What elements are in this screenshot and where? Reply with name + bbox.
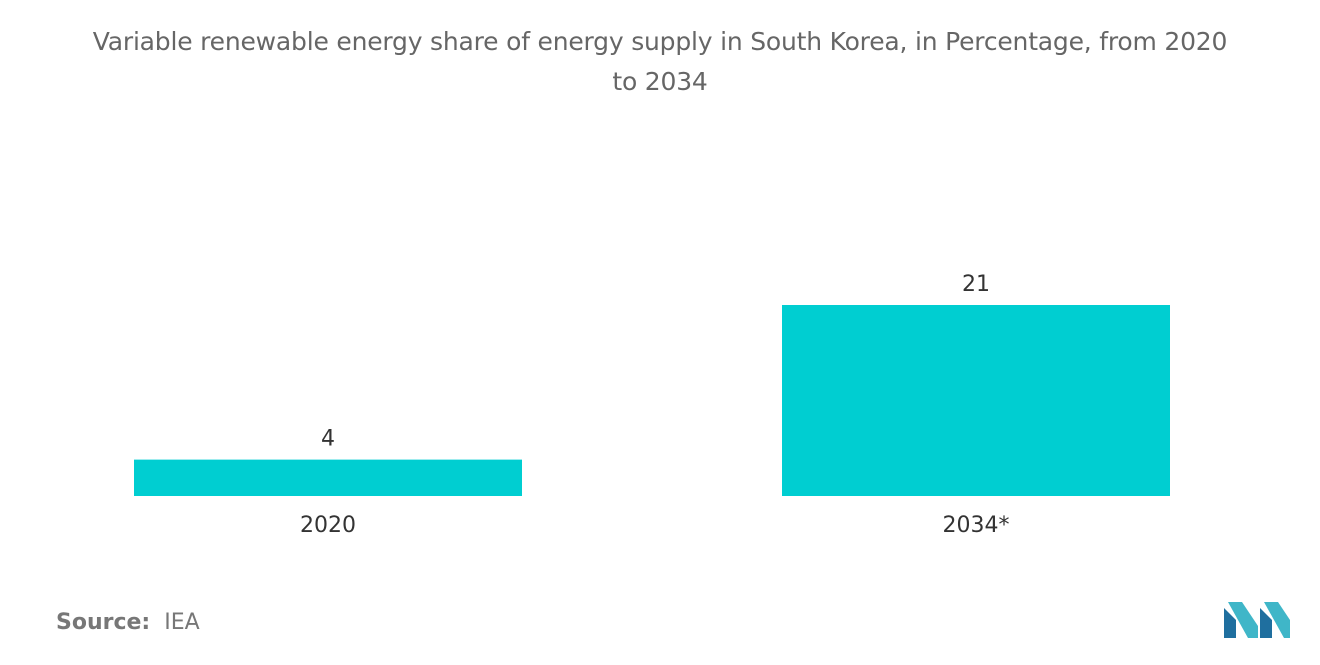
source-label: Source: (56, 610, 151, 635)
source-note: Source: IEA (56, 610, 200, 635)
value-label-2034*: 21 (962, 272, 990, 297)
mordor-intelligence-logo-icon (1224, 602, 1290, 638)
chart-title-line-2: to 2034 (612, 67, 708, 96)
bar-chart: 4 21 2020 2034* (134, 272, 1170, 538)
category-label-group: 2020 2034* (300, 513, 1010, 538)
value-label-group: 4 21 (321, 272, 990, 452)
chart-title-line-1: Variable renewable energy share of energ… (92, 27, 1228, 56)
category-label-2020: 2020 (300, 513, 356, 538)
category-label-2034*: 2034* (943, 513, 1010, 538)
source-value: IEA (164, 610, 200, 635)
bar-2020 (134, 459, 522, 496)
chart-title: Variable renewable energy share of energ… (0, 22, 1320, 102)
bar-2034* (782, 305, 1170, 496)
bar-group (134, 305, 1170, 496)
value-label-2020: 4 (321, 427, 335, 452)
